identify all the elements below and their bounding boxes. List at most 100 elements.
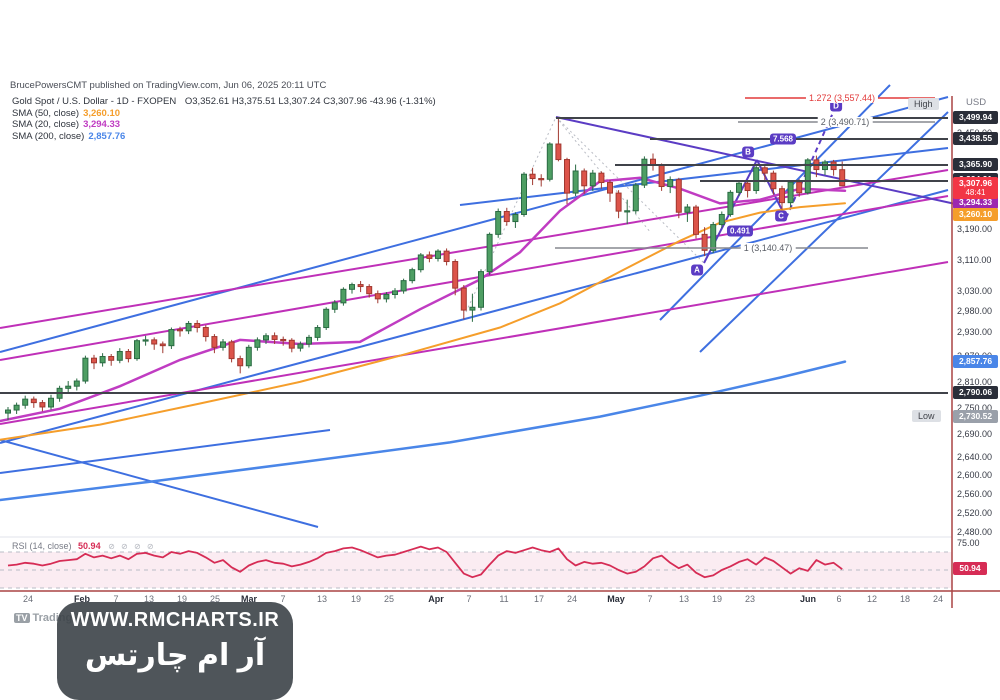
x-axis-label: 23: [744, 594, 756, 604]
candle-body: [589, 172, 596, 187]
currency-label: USD: [966, 97, 987, 108]
candle-body: [22, 398, 29, 406]
pattern-label-b[interactable]: B: [742, 146, 754, 158]
price-axis-label: 2,520.00: [957, 508, 993, 518]
candle-body: [263, 335, 269, 341]
price-axis-label: 2,560.00: [957, 489, 993, 499]
candle-body: [753, 167, 760, 192]
candle-body: [48, 397, 54, 408]
fib-label: 1.272 (3,557.44): [805, 93, 879, 103]
candle-body: [804, 159, 811, 194]
candle-body: [374, 293, 381, 300]
sma-line-sma-200: [0, 360, 847, 502]
price-axis-badge: 3,294.33: [953, 196, 998, 209]
candle-body: [340, 288, 347, 304]
price-axis-badge: 2,857.76: [953, 355, 998, 368]
candle-body: [13, 404, 20, 411]
legend-symbol-row[interactable]: Gold Spot / U.S. Dollar - 1D - FXOPEN O3…: [12, 96, 436, 108]
symbol-title: Gold Spot / U.S. Dollar - 1D - FXOPEN: [12, 96, 177, 107]
candle-body: [228, 341, 235, 360]
legend-sma-row[interactable]: SMA (50, close) 3,260.10: [12, 108, 436, 120]
candle-body: [796, 181, 803, 194]
rsi-toolbar-icons[interactable]: ⊘ ⊘ ⊘ ⊘: [108, 542, 156, 551]
candle-body: [581, 170, 588, 187]
candle-body: [108, 356, 115, 361]
x-axis-label: 7: [647, 594, 653, 604]
x-axis-label: Jun: [799, 594, 817, 604]
candle-body: [744, 182, 751, 192]
x-axis-label: 13: [143, 594, 155, 604]
trendline[interactable]: [0, 189, 949, 444]
price-axis-badge: 2,790.06: [953, 386, 998, 399]
candle-body: [65, 385, 72, 389]
sma-row-label: SMA (20, close): [12, 119, 80, 130]
candle-body: [185, 322, 192, 332]
candle-body: [349, 284, 355, 290]
price-axis-badge: 2,730.52: [953, 410, 998, 423]
pattern-label-c[interactable]: C: [775, 210, 787, 222]
candle-body: [331, 302, 338, 310]
candle-body: [73, 380, 80, 387]
x-axis-label: 19: [350, 594, 362, 604]
candle-body: [624, 210, 631, 213]
candle-body: [99, 356, 106, 364]
x-axis-label: 6: [836, 594, 842, 604]
candle-body: [486, 233, 493, 273]
candle-body: [572, 170, 579, 194]
candle-body: [366, 286, 373, 295]
candle-body: [693, 206, 699, 235]
candle-body: [779, 188, 785, 204]
x-axis-label: 25: [209, 594, 221, 604]
candle-body: [409, 269, 416, 282]
trendline[interactable]: [459, 147, 949, 206]
candle-body: [159, 343, 166, 347]
pattern-label-d[interactable]: D: [830, 100, 842, 112]
trendline[interactable]: [0, 429, 331, 474]
candle-body: [761, 167, 768, 174]
publish-line: BrucePowersCMT published on TradingView.…: [10, 80, 327, 91]
candle-body: [787, 181, 794, 204]
x-axis-label: 19: [711, 594, 723, 604]
bar-countdown: 48:41: [965, 188, 986, 197]
sma-row-label: SMA (200, close): [12, 130, 85, 142]
trendline[interactable]: [0, 195, 949, 361]
x-axis-label: May: [607, 594, 625, 604]
sma-row-value: 2,857.76: [88, 130, 126, 142]
candle-body: [245, 346, 252, 367]
price-axis-label: 2,930.00: [957, 327, 993, 337]
candle-body: [288, 339, 295, 349]
tradingview-logo: TV: [14, 613, 30, 623]
candle-body: [598, 172, 605, 184]
candle-body: [39, 402, 46, 408]
x-axis-label: 24: [22, 594, 34, 604]
candle-body: [529, 173, 536, 180]
pattern-label-a[interactable]: A: [691, 264, 703, 276]
candle-body: [495, 210, 502, 235]
legend-sma-row[interactable]: SMA (200, close) 2,857.76: [12, 131, 436, 143]
legend-sma-row[interactable]: SMA (20, close) 3,294.33: [12, 119, 436, 131]
pattern-label-7.568[interactable]: 7.568: [769, 133, 797, 145]
candle-body: [220, 341, 226, 348]
candle-body: [460, 287, 467, 311]
candle-body: [357, 284, 364, 288]
rsi-legend-row[interactable]: RSI (14, close) 50.94 ⊘ ⊘ ⊘ ⊘: [12, 541, 156, 551]
trendline[interactable]: [699, 111, 949, 353]
rsi-value: 50.94: [78, 541, 101, 551]
trendline[interactable]: [0, 261, 949, 425]
watermark-url: WWW.RMCHARTS.IR: [70, 609, 280, 631]
candle-body: [254, 339, 261, 348]
candle-body: [271, 335, 278, 340]
x-axis-label: 13: [678, 594, 690, 604]
trendline[interactable]: [0, 439, 319, 528]
candle-body: [521, 173, 527, 215]
candle-body: [417, 254, 424, 271]
candle-body: [30, 398, 37, 404]
price-axis-label: 2,600.00: [957, 470, 993, 480]
x-axis-label: 7: [280, 594, 286, 604]
current-price-badge: 3,307.96 48:41: [953, 177, 998, 199]
candle-body: [202, 327, 209, 338]
pattern-label-0.491[interactable]: 0.491: [726, 225, 754, 237]
ohlc-values: O3,352.61 H3,375.51 L3,307.24 C3,307.96 …: [184, 96, 436, 107]
candle-body: [701, 233, 708, 251]
